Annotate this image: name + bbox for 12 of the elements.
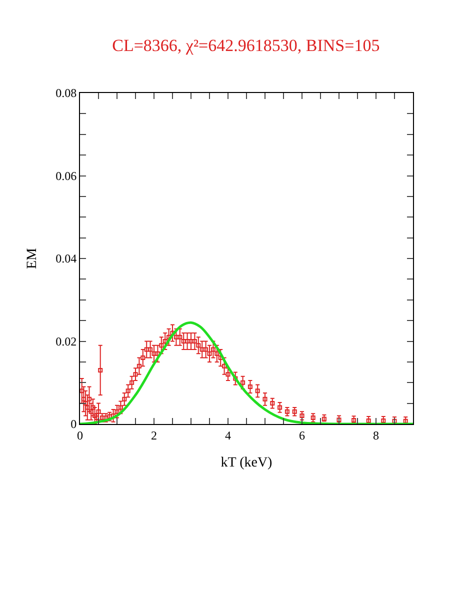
x-tick-label: 4: [225, 428, 231, 442]
y-tick-label: 0.04: [56, 252, 77, 266]
y-axis-title: EM: [25, 247, 40, 269]
x-tick-label: 6: [299, 428, 305, 442]
y-tick-label: 0: [70, 417, 77, 432]
x-axis-title: kT (keV): [220, 456, 273, 471]
x-tick-label: 2: [151, 428, 157, 442]
y-tick-label: 0.08: [56, 86, 77, 100]
chart-title: CL=8366, χ²=642.9618530, BINS=105: [112, 36, 380, 55]
y-tick-label: 0.06: [56, 168, 77, 183]
y-tick-label: 0.02: [56, 334, 77, 348]
x-tick-label: 8: [373, 428, 379, 442]
